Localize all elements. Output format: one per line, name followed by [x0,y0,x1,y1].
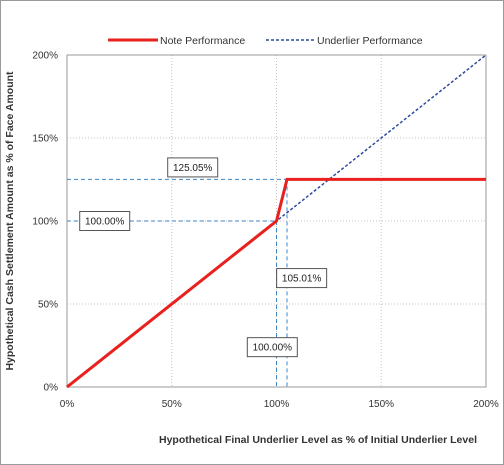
legend-label-note-performance: Note Performance [160,35,245,47]
x-tick-label: 50% [162,399,182,410]
callout-100-00-y: 100.00% [85,217,125,228]
y-tick-label: 100% [32,217,58,228]
callout-105-01: 105.01% [282,274,322,285]
callout-125-05-box [167,157,219,178]
x-tick-label: 150% [368,399,394,410]
x-tick-label: 100% [264,399,290,410]
callout-125-05: 125.05% [173,163,213,174]
reference-lines [67,178,288,387]
y-tick-label: 50% [38,300,58,311]
callouts: 125.05% 100.00% 105.01% 100.00% [79,157,328,358]
y-tick-label: 0% [44,383,59,394]
callout-100-00-y-box [79,211,131,231]
series-line-note-performance [66,177,486,389]
gridlines [67,55,486,387]
tick-labels: 0% 50% 100% 150% 200% 0% 50% 100% 150% 200% [32,51,498,411]
x-axis-title: Hypothetical Final Underlier Level as % … [159,434,477,446]
y-tick-label: 200% [32,51,58,62]
series-lines [66,54,487,389]
y-axis-title: Hypothetical Cash Settlement Amount as %… [4,71,16,371]
x-tick-label: 200% [473,399,499,410]
callout-105-01-box [276,268,328,289]
legend-label-underlier-performance: Underlier Performance [317,35,423,47]
x-tick-label: 0% [60,399,75,410]
callout-100-00-x: 100.00% [253,343,293,354]
callout-100-00-x-box [246,337,298,358]
y-tick-label: 150% [32,134,58,145]
legend: Note Performance Underlier Performance [108,35,423,47]
